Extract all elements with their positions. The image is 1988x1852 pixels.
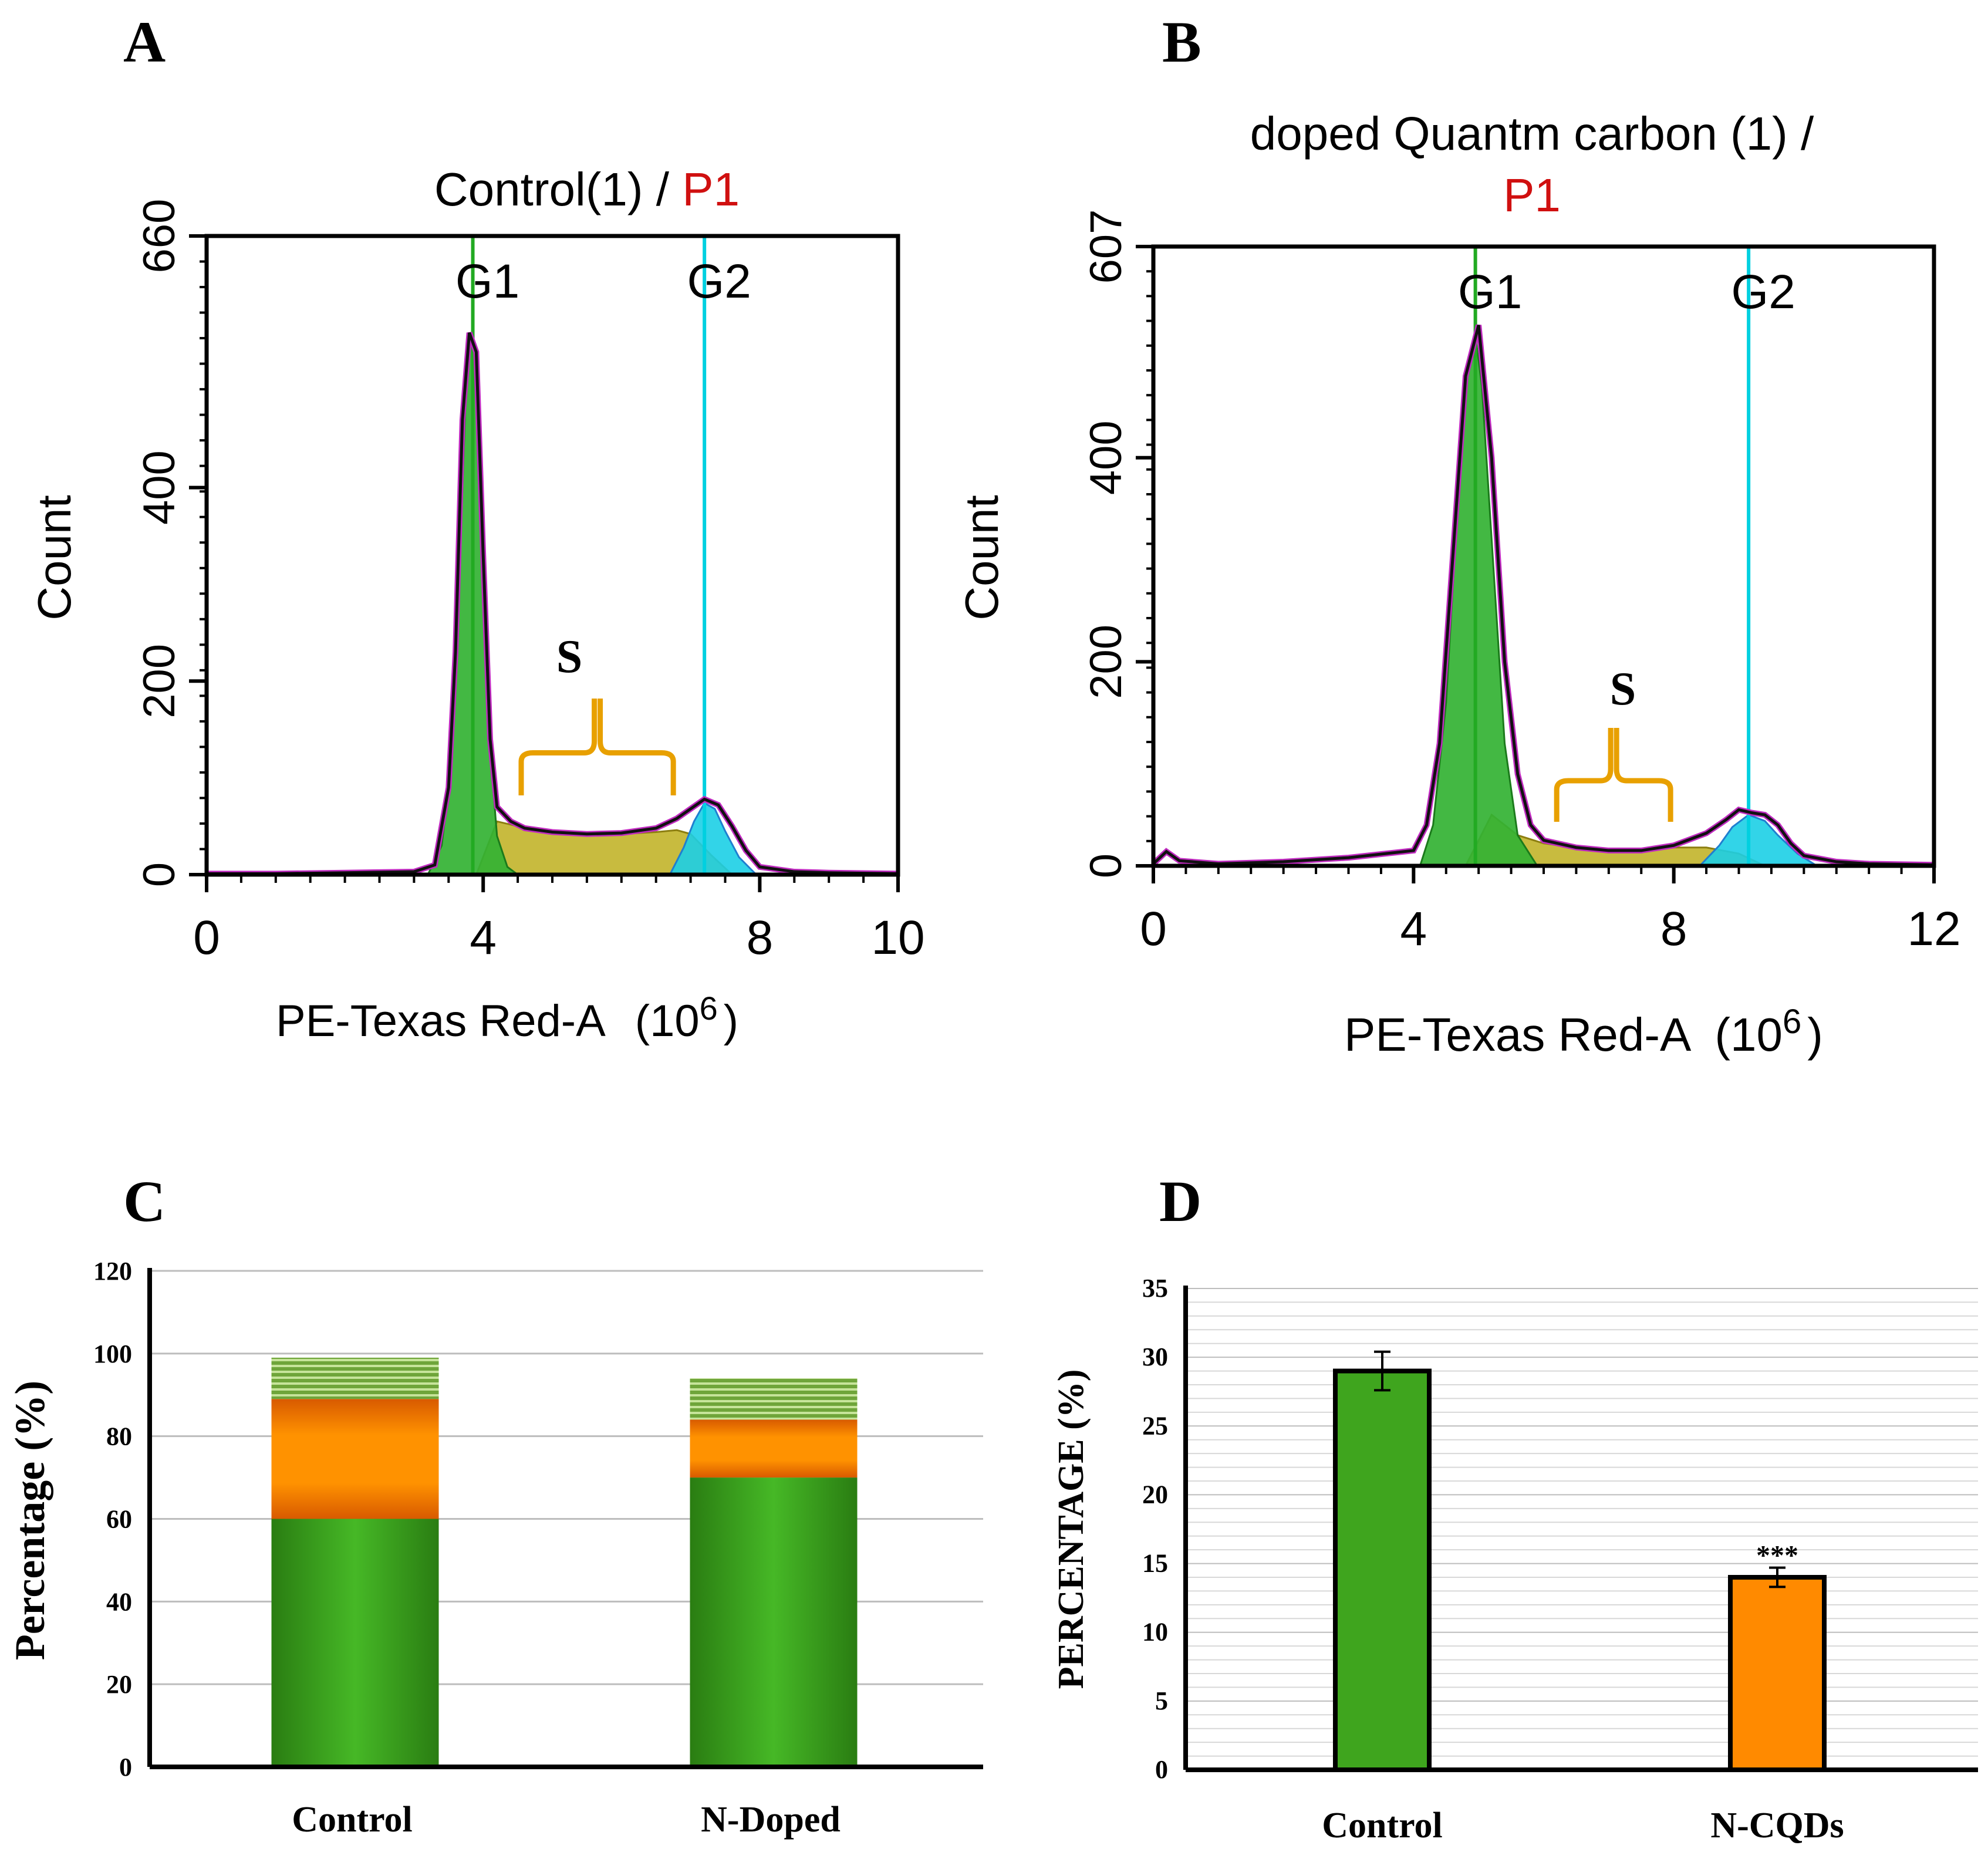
histogram-line xyxy=(207,332,899,875)
gate-label-g1: G1 xyxy=(455,255,519,308)
c-bar-g2-n-doped xyxy=(690,1378,858,1420)
plot-frame xyxy=(1151,244,1936,868)
c-y-tick-label: 80 xyxy=(106,1422,132,1451)
panel-a-x-axis-label: PE-Texas Red-A (106) xyxy=(276,990,738,1046)
d-x-tick-label: N-CQDs xyxy=(1710,1806,1844,1846)
x-tick-label: 0 xyxy=(193,911,220,964)
c-y-tick-label: 100 xyxy=(93,1340,132,1368)
y-tick-label: 607 xyxy=(1081,210,1131,284)
c-bar-s-control xyxy=(271,1399,439,1519)
plot-frame xyxy=(204,234,900,877)
c-bar-g1-n-doped xyxy=(690,1477,858,1767)
d-y-tick-label: 15 xyxy=(1142,1549,1168,1578)
panel-b-y-axis-label: Count xyxy=(956,495,1008,620)
panel-a-y-axis-label: Count xyxy=(28,495,80,620)
y-tick-label: 660 xyxy=(134,199,184,274)
panel-d-y-axis-label: PERCENTAGE (%) xyxy=(1051,1369,1091,1689)
gate-label-g2: G2 xyxy=(1731,265,1795,319)
d-y-tick-label: 20 xyxy=(1142,1480,1168,1509)
c-x-tick-label: Control xyxy=(292,1800,413,1840)
panel-a-outline xyxy=(207,332,899,877)
g2-phase-area xyxy=(1697,814,1820,867)
panel-c-y-axis-label: Percentage (%) xyxy=(6,1381,53,1660)
c-bar-s-n-doped xyxy=(690,1419,858,1478)
panel-a-letter: A xyxy=(123,9,166,75)
panel-a-s-phase-label: S xyxy=(556,631,583,683)
model-fit-line xyxy=(207,332,899,877)
gate-label-g1: G1 xyxy=(1458,265,1522,319)
d-y-tick-label: 0 xyxy=(1155,1755,1168,1784)
panel-d: D 0 5 10 15 20 25 30 35 Control *** N-CQDs PERCENT… xyxy=(1051,1169,1978,1846)
d-y-tick-label: 25 xyxy=(1142,1411,1168,1440)
c-y-tick-label: 20 xyxy=(106,1670,132,1699)
x-tick-label: 8 xyxy=(747,911,774,964)
y-tick-label: 400 xyxy=(134,450,184,525)
x-tick-label: 8 xyxy=(1660,902,1687,956)
panel-a-s-bracket xyxy=(518,699,676,795)
d-y-tick-label: 35 xyxy=(1142,1274,1168,1303)
x-tick-label: 4 xyxy=(1400,902,1427,956)
d-bar-n-cqds xyxy=(1728,1575,1827,1772)
panel-c-letter: C xyxy=(123,1169,166,1234)
panel-b-title-gate: P1 xyxy=(1503,169,1561,221)
panel-a-axes: 0 200 400 660 0 4 8 10 xyxy=(134,199,925,964)
y-tick-label: 200 xyxy=(1081,625,1131,699)
c-y-tick-label: 0 xyxy=(119,1753,132,1782)
panel-b: B doped Quantm carbon (1) / P1 G1 G2 0 200… xyxy=(956,9,1961,1061)
panel-b-s-bracket xyxy=(1554,728,1673,822)
panel-b-x-axis-label: PE-Texas Red-A (106) xyxy=(1344,1003,1823,1061)
d-y-tick-label: 10 xyxy=(1142,1618,1168,1647)
x-tick-label: 12 xyxy=(1907,902,1960,956)
panel-d-bar-chart: 0 5 10 15 20 25 30 35 Control *** N-CQDs xyxy=(1142,1274,1978,1846)
c-bar-g1-control xyxy=(271,1519,439,1767)
c-bar-g2-control xyxy=(271,1357,439,1399)
panel-d-letter: D xyxy=(1159,1169,1201,1234)
x-tick-label: 4 xyxy=(470,911,497,964)
panel-b-fills xyxy=(1419,335,1820,867)
x-tick-label: 10 xyxy=(871,911,924,964)
y-tick-label: 400 xyxy=(1081,420,1131,495)
gate-label-g2: G2 xyxy=(687,255,751,308)
d-x-tick-label: Control xyxy=(1322,1806,1443,1846)
model-fit-line xyxy=(1151,324,1935,868)
panel-a: A Control(1) / P1 G1 G2 0 200 400 660 0 4 8 10 S… xyxy=(28,9,925,1046)
y-tick-label: 200 xyxy=(134,644,184,718)
panel-b-outline xyxy=(1151,324,1935,868)
c-y-tick-label: 60 xyxy=(106,1505,132,1534)
panel-a-gate-markers: G1 G2 xyxy=(455,236,751,875)
d-y-tick-label: 5 xyxy=(1155,1686,1168,1715)
c-y-tick-label: 120 xyxy=(93,1257,132,1286)
panel-b-s-phase-label: S xyxy=(1610,663,1636,715)
panel-a-title: Control(1) / P1 xyxy=(434,163,740,215)
y-tick-label: 0 xyxy=(134,862,184,887)
c-x-tick-label: N-Doped xyxy=(701,1800,841,1840)
c-y-tick-label: 40 xyxy=(106,1587,132,1616)
panel-c: C 0 20 40 60 80 100 120 Control N-Doped Percenta… xyxy=(6,1169,983,1840)
panel-a-histogram: G1 G2 0 200 400 660 0 4 8 10 xyxy=(134,199,925,964)
panel-b-histogram: G1 G2 0 200 400 607 0 4 8 12 xyxy=(1081,210,1961,956)
y-tick-label: 0 xyxy=(1081,854,1131,878)
panel-b-letter: B xyxy=(1162,9,1201,75)
panel-b-gate-markers: G1 G2 xyxy=(1458,247,1795,866)
histogram-line xyxy=(1152,325,1935,866)
d-significance-label: *** xyxy=(1756,1540,1798,1571)
panel-c-stacked-bar-chart: 0 20 40 60 80 100 120 Control N-Doped xyxy=(93,1257,983,1840)
x-tick-label: 0 xyxy=(1140,902,1167,956)
g2-phase-area xyxy=(668,801,759,876)
d-bar-control xyxy=(1333,1368,1432,1773)
d-y-tick-label: 30 xyxy=(1142,1342,1168,1371)
panel-b-axes: 0 200 400 607 0 4 8 12 xyxy=(1081,210,1961,956)
panel-b-title: doped Quantm carbon (1) / xyxy=(1250,107,1814,160)
